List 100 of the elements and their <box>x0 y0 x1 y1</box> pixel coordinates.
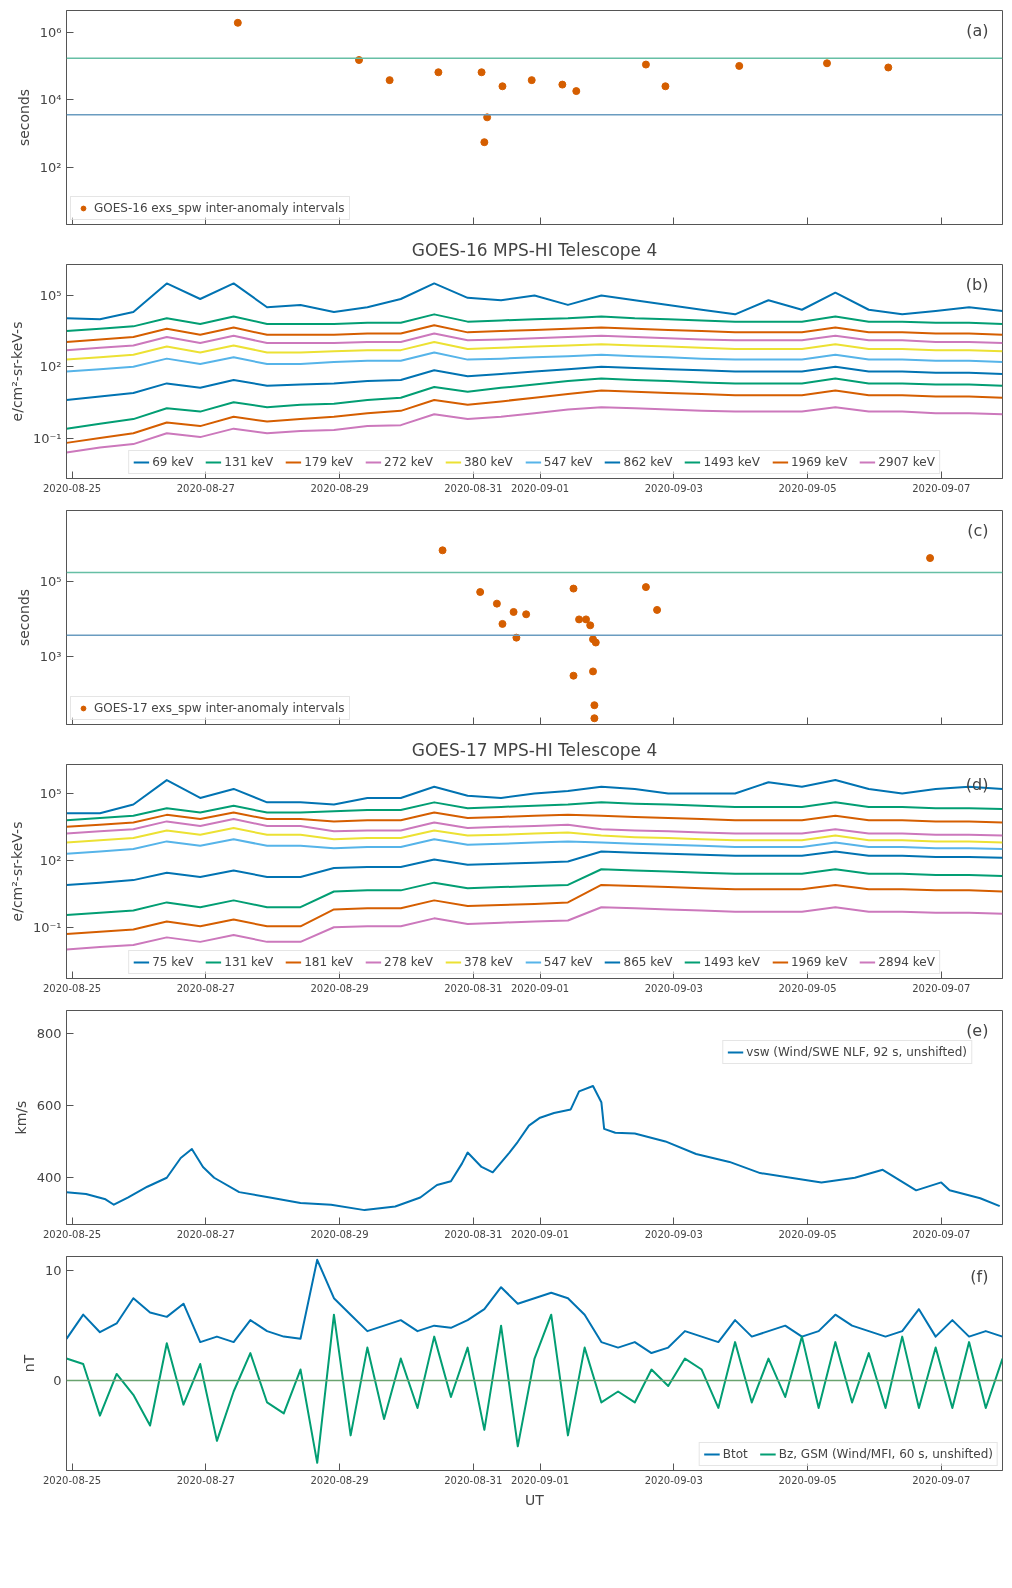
point <box>498 82 507 91</box>
legend-label: 278 keV <box>384 955 433 969</box>
y-tick-label: 10⁴ <box>39 92 62 108</box>
point <box>572 87 581 96</box>
x-tick-label: 2020-08-29 <box>310 982 369 994</box>
chart-title: GOES-16 MPS-HI Telescope 4 <box>411 239 658 260</box>
line-series <box>66 389 1003 444</box>
x-tick-label: 2020-08-31 <box>444 482 503 494</box>
annotation: (f) <box>970 1267 989 1287</box>
x-tick-label: 2020-09-01 <box>511 1228 570 1240</box>
x-tick-label: 2020-08-31 <box>444 1228 503 1240</box>
x-tick-label: 2020-08-29 <box>310 1228 369 1240</box>
line-series <box>66 838 1003 855</box>
y-tick-label: 10⁻¹ <box>32 430 62 446</box>
line-series <box>66 779 1003 815</box>
point <box>476 588 485 597</box>
line-series <box>66 377 1003 430</box>
y-tick-label: 600 <box>36 1098 62 1114</box>
legend-label: GOES-17 exs_spw inter-anomaly intervals <box>94 701 345 715</box>
point <box>569 671 578 680</box>
point <box>926 554 935 563</box>
line-series <box>66 313 1003 332</box>
point <box>492 599 501 608</box>
point <box>509 607 518 616</box>
legend-label: 378 keV <box>463 955 513 969</box>
x-axis-title: UT <box>525 1491 545 1508</box>
x-tick-label: 2020-08-27 <box>176 982 235 994</box>
legend-label: 1493 keV <box>703 955 760 969</box>
point <box>653 605 662 614</box>
x-tick-label: 2020-09-05 <box>778 1228 837 1240</box>
y-tick-label: 10⁻¹ <box>32 919 62 935</box>
y-axis-title: seconds <box>15 588 32 647</box>
x-tick-label: 2020-08-31 <box>444 982 503 994</box>
line-series <box>66 332 1003 352</box>
point <box>498 619 507 628</box>
x-tick-label: 2020-09-07 <box>912 1474 971 1486</box>
chart-title: GOES-17 MPS-HI Telescope 4 <box>411 739 658 760</box>
x-tick-label: 2020-09-07 <box>912 1228 971 1240</box>
x-tick-label: 2020-08-27 <box>176 1228 235 1240</box>
x-tick-label: 2020-09-03 <box>644 482 703 494</box>
line-series <box>66 324 1003 344</box>
legend-label: 2907 keV <box>878 455 935 469</box>
point <box>575 615 584 624</box>
point <box>641 60 650 69</box>
point <box>527 76 536 85</box>
point <box>586 621 595 630</box>
line-series <box>66 341 1003 361</box>
legend-label: Bz, GSM (Wind/MFI, 60 s, unshifted) <box>778 1447 993 1461</box>
point <box>735 61 744 70</box>
point <box>641 583 650 592</box>
x-tick-label: 2020-09-05 <box>778 1474 837 1486</box>
legend-label: 862 keV <box>623 455 673 469</box>
annotation: (e) <box>966 1021 989 1041</box>
legend-label: 547 keV <box>543 455 593 469</box>
x-tick-label: 2020-09-03 <box>644 1228 703 1240</box>
line-series <box>66 1085 1001 1212</box>
line-series <box>66 351 1003 373</box>
line-series <box>66 906 1003 951</box>
point <box>480 138 489 147</box>
x-tick-label: 2020-09-01 <box>511 482 570 494</box>
point <box>483 113 492 122</box>
legend-label: 75 keV <box>152 955 194 969</box>
x-tick-label: 2020-09-01 <box>511 1474 570 1486</box>
legend-label: 69 keV <box>152 455 194 469</box>
y-tick-label: 0 <box>53 1373 62 1389</box>
point <box>385 76 394 85</box>
x-tick-label: 2020-08-29 <box>310 1474 369 1486</box>
x-tick-label: 2020-09-07 <box>912 982 971 994</box>
line-series <box>66 883 1003 935</box>
legend-label: vsw (Wind/SWE NLF, 92 s, unshifted) <box>746 1045 967 1059</box>
line-series <box>66 850 1003 886</box>
line-series <box>66 1313 1003 1464</box>
line-series <box>66 1258 1003 1355</box>
line-series <box>66 365 1003 402</box>
y-axis-title: nT <box>20 1354 37 1373</box>
x-tick-label: 2020-09-01 <box>511 982 570 994</box>
legend-label: 547 keV <box>543 955 593 969</box>
line-series <box>66 801 1003 822</box>
y-tick-label: 10⁵ <box>39 786 62 801</box>
y-tick-label: 10⁵ <box>39 287 62 303</box>
x-tick-label: 2020-08-25 <box>43 482 102 494</box>
x-tick-label: 2020-09-03 <box>644 982 703 994</box>
line-series <box>66 868 1003 917</box>
y-tick-label: 10⁵ <box>39 573 62 589</box>
legend-label: 1969 keV <box>790 455 848 469</box>
point <box>589 667 597 676</box>
annotation: (a) <box>966 21 989 41</box>
y-axis-title: e/cm²-sr-keV-s <box>8 821 25 922</box>
legend-label: 181 keV <box>304 955 354 969</box>
line-series <box>66 406 1003 454</box>
legend-label: 865 keV <box>623 955 673 969</box>
y-tick-label: 10² <box>39 359 62 375</box>
y-tick-label: 800 <box>36 1026 62 1042</box>
x-tick-label: 2020-08-27 <box>176 1474 235 1486</box>
point <box>823 59 831 68</box>
legend-label: 1493 keV <box>703 455 760 469</box>
point <box>477 68 486 77</box>
legend-label: 380 keV <box>463 455 513 469</box>
line-series <box>66 818 1003 837</box>
x-tick-label: 2020-09-03 <box>644 1474 703 1486</box>
